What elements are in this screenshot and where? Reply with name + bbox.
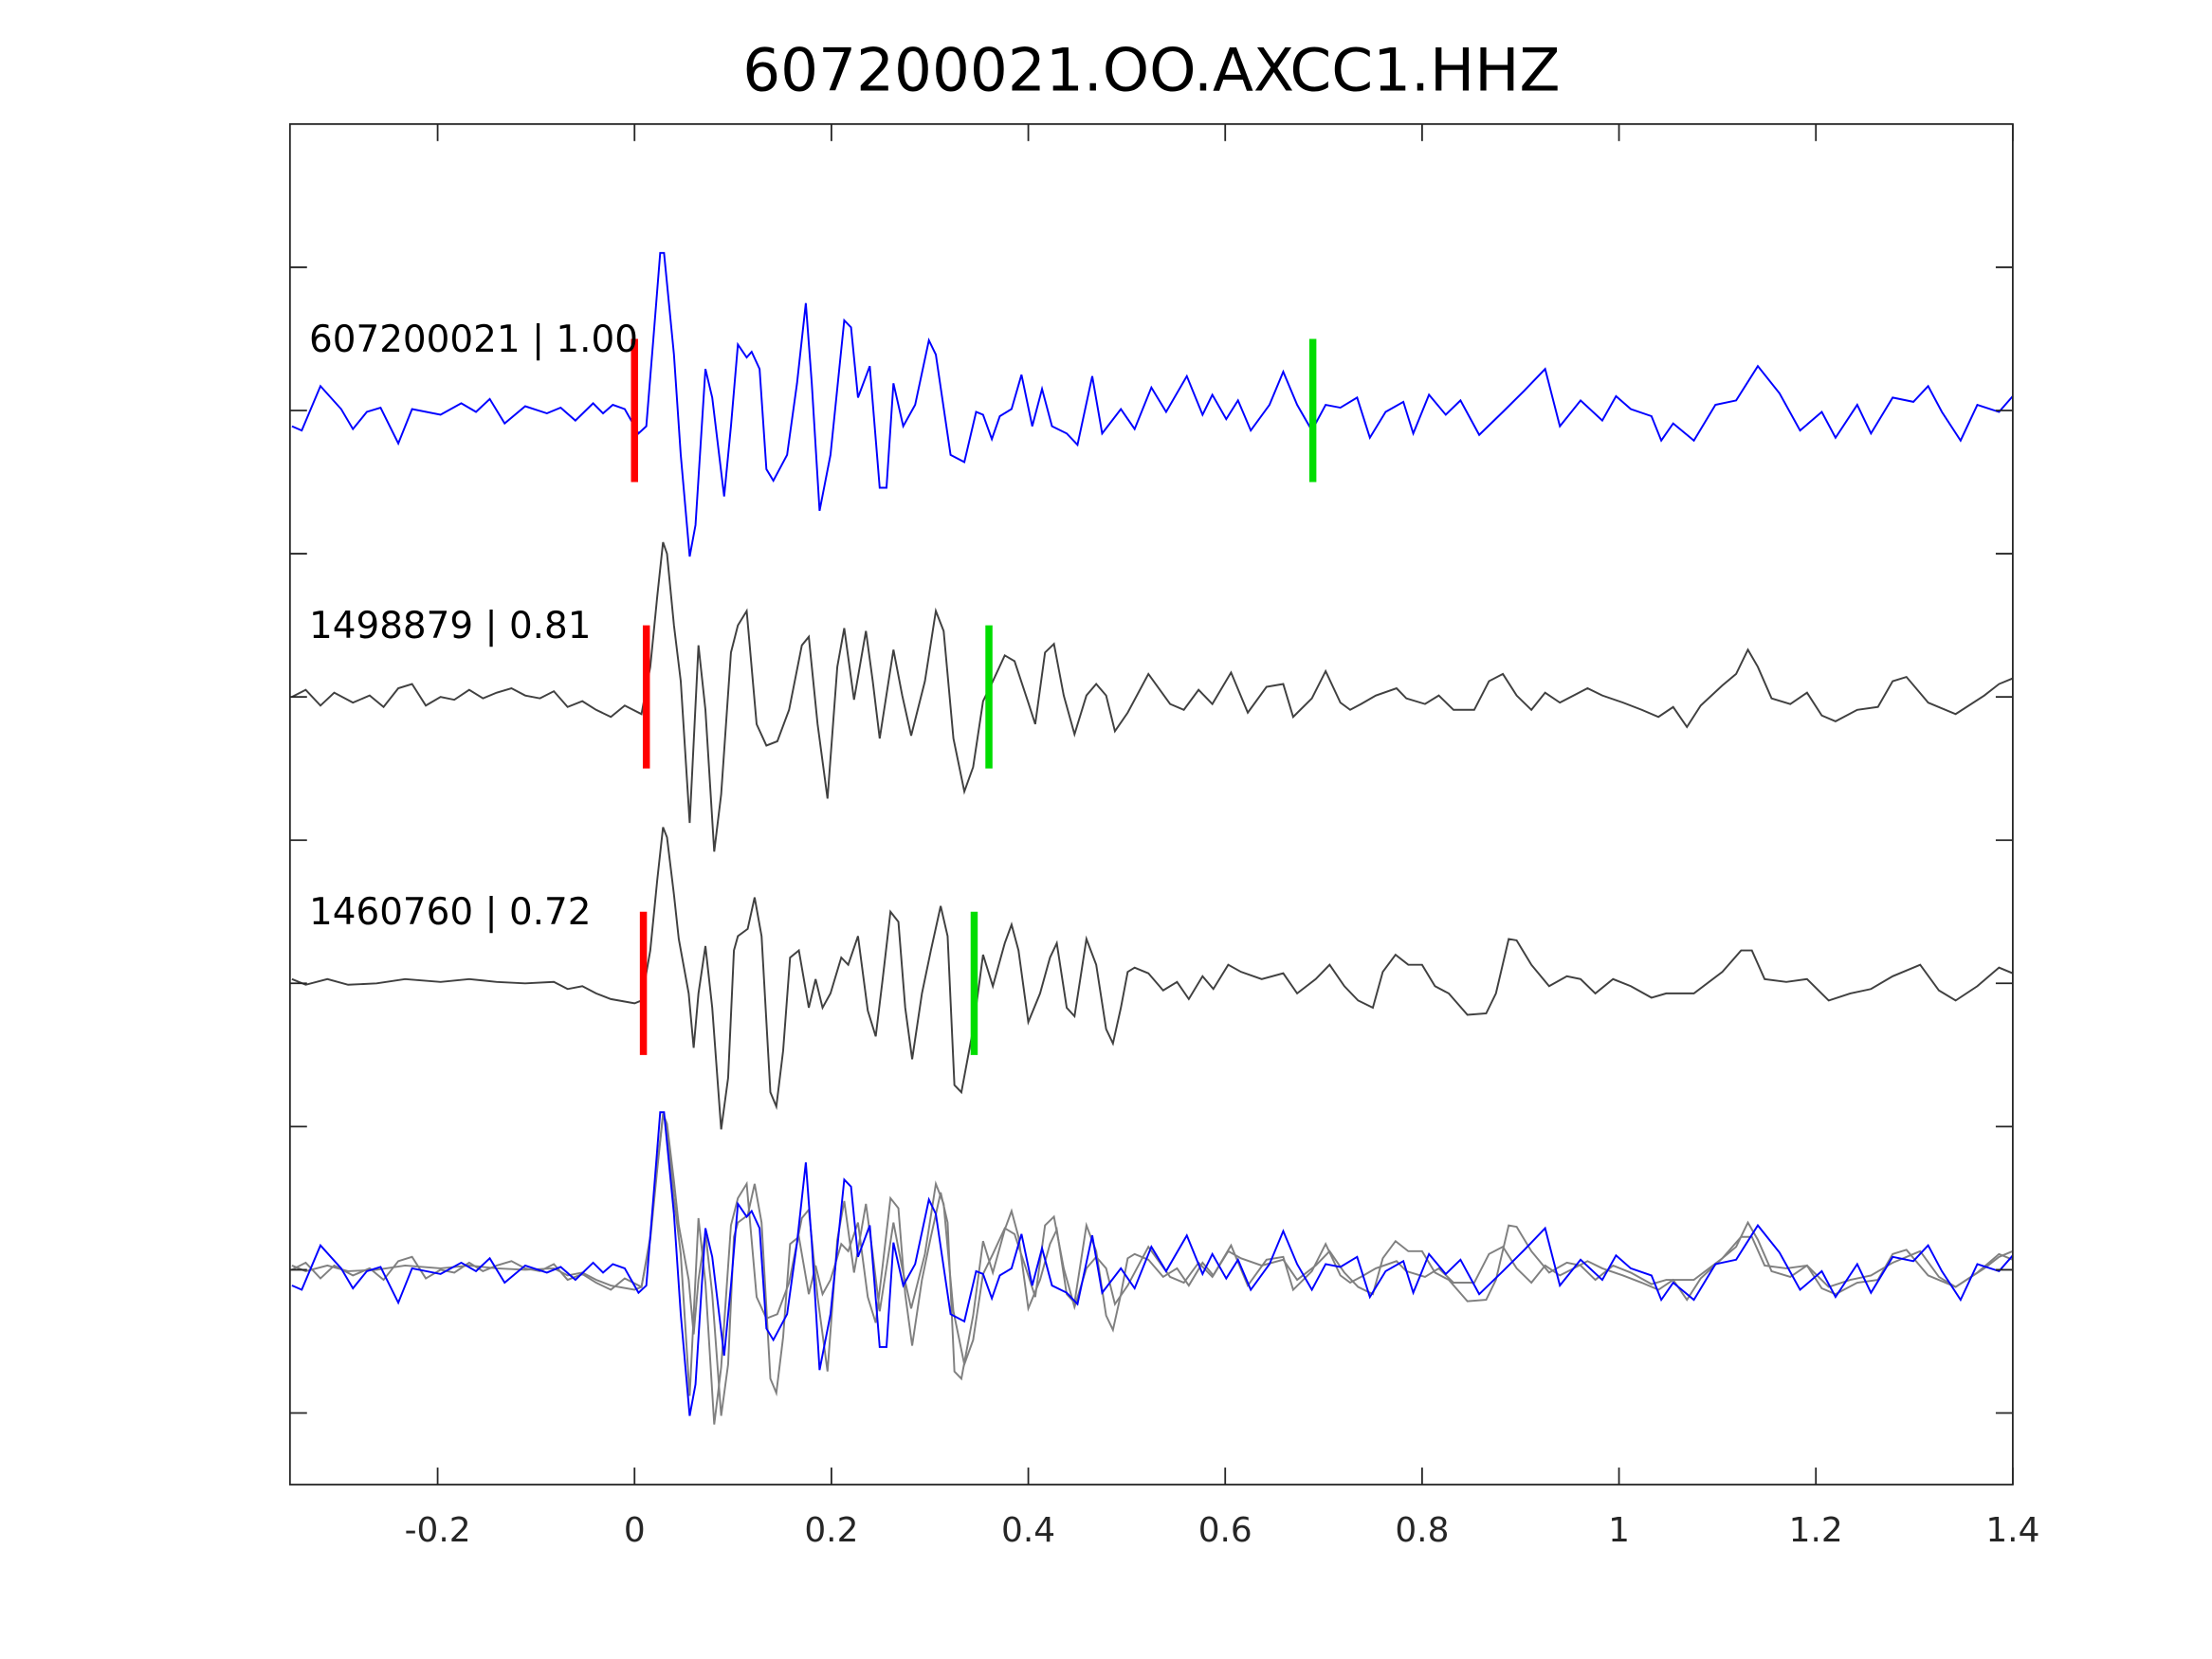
x-tick-label: 0.4 <box>1001 1511 1055 1550</box>
trace-label-2: 1498879 | 0.81 <box>309 605 591 647</box>
chart-title: 607200021.OO.AXCC1.HHZ <box>742 36 1560 105</box>
trace-labels: 607200021 | 1.00 1498879 | 0.81 1460760 … <box>309 319 638 934</box>
x-tick-label: -0.2 <box>405 1511 471 1550</box>
overlay-trace-607200021 <box>291 1111 2014 1416</box>
x-tick-label: 1.2 <box>1789 1511 1843 1550</box>
overlay-trace-1498879 <box>291 1114 2014 1425</box>
trace-1498879 <box>291 541 2014 852</box>
x-tick-label: 0.2 <box>804 1511 858 1550</box>
x-tick-label: 1.4 <box>1985 1511 2039 1550</box>
trace-label-1: 607200021 | 1.00 <box>309 319 638 361</box>
x-tick-label: 0.8 <box>1395 1511 1449 1550</box>
overlay-trace-1460760 <box>291 1113 2014 1416</box>
x-tick-label: 0 <box>624 1511 646 1550</box>
axes-ticks: -0.2 0 0.2 0.4 0.6 0.8 1 1.2 1.4 <box>289 123 2039 1550</box>
trace-1460760 <box>291 827 2014 1130</box>
trace-607200021 <box>291 251 2014 557</box>
axes-box <box>288 122 2014 1486</box>
traces-layer <box>291 251 2014 1425</box>
picks-layer <box>631 338 1317 1055</box>
x-tick-label: 1 <box>1608 1511 1630 1550</box>
trace-label-3: 1460760 | 0.72 <box>309 891 591 934</box>
x-tick-label: 0.6 <box>1198 1511 1252 1550</box>
